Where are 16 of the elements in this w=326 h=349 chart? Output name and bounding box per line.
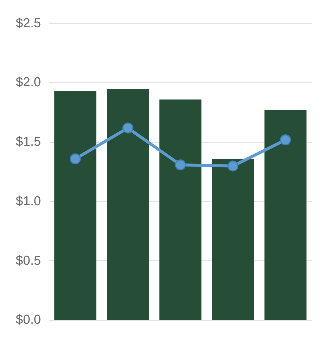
point: [175, 160, 186, 171]
y-tick-label: $2.0: [16, 74, 42, 90]
y-tick-label: $0.5: [16, 252, 42, 268]
y-tick-label: $1.5: [16, 134, 42, 150]
point: [122, 122, 134, 134]
bar: [160, 100, 202, 320]
point: [70, 154, 82, 165]
point: [228, 160, 239, 172]
point: [280, 134, 292, 146]
bar: [264, 110, 307, 320]
y-tick-label: $1.0: [16, 193, 42, 208]
bar: [107, 89, 150, 320]
y-tick-label: $0.0: [16, 312, 42, 328]
bar: [54, 91, 97, 320]
y-tick-label: $2.5: [16, 15, 42, 30]
bar: [212, 159, 254, 320]
